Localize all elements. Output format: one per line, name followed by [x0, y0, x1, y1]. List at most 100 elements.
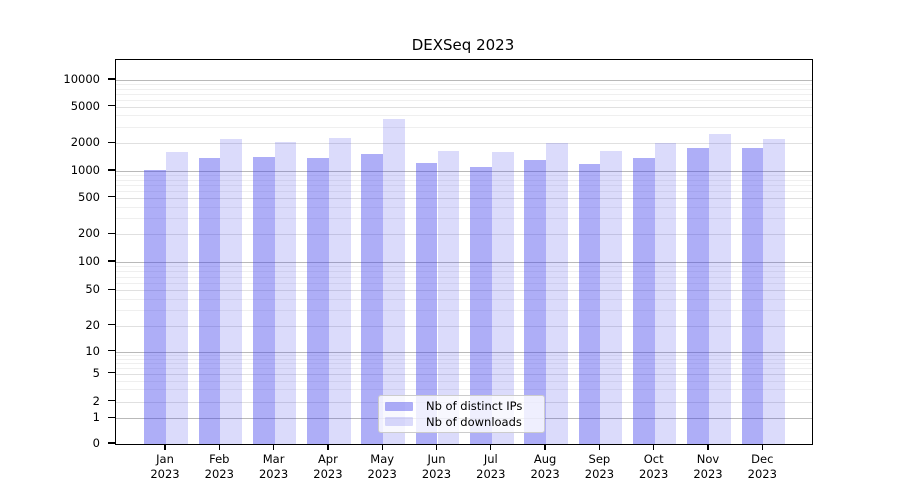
x-tick-mark — [544, 444, 546, 450]
bar-downloads-feb — [220, 139, 243, 444]
y-tick-mark — [108, 78, 115, 80]
y-tick-label: 5 — [92, 365, 100, 380]
gridline-minor — [116, 298, 812, 300]
legend-item-distinct-ips: Nb of distinct IPs — [385, 399, 538, 413]
y-tick-mark — [108, 141, 115, 143]
y-tick-mark — [108, 288, 115, 290]
x-tick-mark — [164, 444, 166, 450]
x-tick-mark — [381, 444, 383, 450]
y-tick-mark — [108, 372, 115, 374]
x-tick-mark — [272, 444, 275, 450]
bar-downloads-may — [383, 119, 405, 444]
gridline-minor — [116, 266, 812, 268]
gridline-minor — [116, 389, 812, 391]
gridline-minor — [116, 310, 812, 312]
bar-distinct-ips-jul — [470, 166, 492, 444]
plot-area — [115, 59, 813, 445]
bar-downloads-jul — [491, 151, 514, 444]
x-tick-label: Jul 2023 — [476, 452, 506, 481]
y-tick-mark — [108, 169, 115, 171]
gridline — [116, 351, 812, 353]
bar-distinct-ips-jun — [415, 163, 438, 444]
legend-item-downloads: Nb of downloads — [385, 415, 538, 429]
y-tick-label: 500 — [78, 189, 100, 204]
bar-downloads-jun — [437, 150, 460, 444]
x-tick-label: Sep 2023 — [584, 452, 615, 481]
y-tick-label: 0 — [92, 436, 100, 450]
gridline — [116, 325, 812, 327]
x-tick-label: Apr 2023 — [313, 452, 343, 481]
y-tick-mark — [108, 350, 115, 352]
y-tick-label: 2000 — [70, 135, 100, 150]
legend-swatch-distinct-ips — [385, 401, 413, 412]
gridline-minor — [116, 127, 812, 129]
x-tick-mark — [707, 444, 709, 450]
x-tick-label: Feb 2023 — [204, 452, 234, 481]
bar-downloads-dec — [763, 138, 786, 444]
bar-downloads-aug — [546, 143, 568, 444]
bar-downloads-sep — [600, 151, 623, 444]
y-tick-mark — [108, 442, 115, 444]
y-tick-label: 10 — [85, 343, 100, 358]
bar-distinct-ips-nov — [687, 148, 709, 444]
gridline-minor — [116, 271, 812, 273]
x-tick-mark — [218, 444, 220, 450]
y-tick-mark — [108, 416, 115, 418]
x-tick-label: Oct 2023 — [639, 452, 669, 481]
y-tick-label: 1000 — [70, 163, 100, 177]
bar-distinct-ips-sep — [578, 164, 601, 444]
x-tick-label: Mar 2023 — [258, 452, 289, 481]
x-tick-label: Jun 2023 — [421, 452, 452, 481]
x-tick-mark — [490, 444, 492, 450]
x-tick-label: May 2023 — [367, 452, 397, 481]
gridline — [116, 290, 812, 292]
x-tick-label: Aug 2023 — [530, 452, 560, 481]
y-tick-mark — [108, 324, 115, 326]
x-tick-mark — [761, 444, 763, 450]
bar-distinct-ips-aug — [524, 159, 547, 444]
legend-label-downloads: Nb of downloads — [426, 414, 522, 429]
legend-label-distinct-ips: Nb of distinct IPs — [426, 399, 523, 414]
gridline-minor — [116, 88, 812, 90]
y-tick-mark — [108, 232, 115, 234]
gridline — [116, 80, 812, 81]
y-tick-label: 50 — [85, 282, 100, 297]
bar-downloads-apr — [328, 137, 351, 444]
gridline-minor — [116, 93, 812, 95]
y-tick-label: 200 — [78, 226, 100, 241]
gridline-minor — [116, 282, 812, 284]
bar-downloads-jan — [166, 152, 188, 444]
bar-distinct-ips-dec — [741, 148, 764, 444]
gridline — [116, 143, 812, 145]
x-tick-mark — [435, 444, 438, 450]
y-tick-mark — [108, 196, 115, 198]
bar-downloads-mar — [274, 142, 297, 444]
gridline-minor — [116, 84, 812, 86]
gridline-minor — [116, 175, 812, 177]
y-tick-mark — [108, 260, 115, 262]
bar-distinct-ips-jan — [144, 170, 166, 444]
y-tick-label: 100 — [78, 254, 100, 268]
y-tick-mark — [108, 104, 115, 107]
gridline-minor — [116, 115, 812, 117]
gridline-minor — [116, 367, 812, 369]
x-tick-label: Nov 2023 — [693, 452, 723, 481]
y-tick-label: 1 — [92, 410, 100, 425]
legend: Nb of distinct IPs Nb of downloads — [378, 395, 545, 433]
gridline-minor — [116, 190, 812, 192]
x-tick-mark — [327, 444, 329, 450]
gridline-minor — [116, 358, 812, 360]
x-tick-label: Jan 2023 — [150, 452, 180, 481]
gridline — [116, 262, 812, 263]
y-tick-label: 10000 — [63, 72, 100, 86]
gridline — [116, 171, 812, 172]
bar-distinct-ips-mar — [252, 157, 275, 444]
x-tick-mark — [653, 444, 655, 450]
gridline — [116, 106, 812, 108]
gridline-minor — [116, 218, 812, 220]
y-tick-mark — [108, 400, 115, 402]
bar-downloads-oct — [654, 143, 677, 444]
bar-distinct-ips-may — [361, 153, 384, 444]
gridline-minor — [116, 380, 812, 382]
